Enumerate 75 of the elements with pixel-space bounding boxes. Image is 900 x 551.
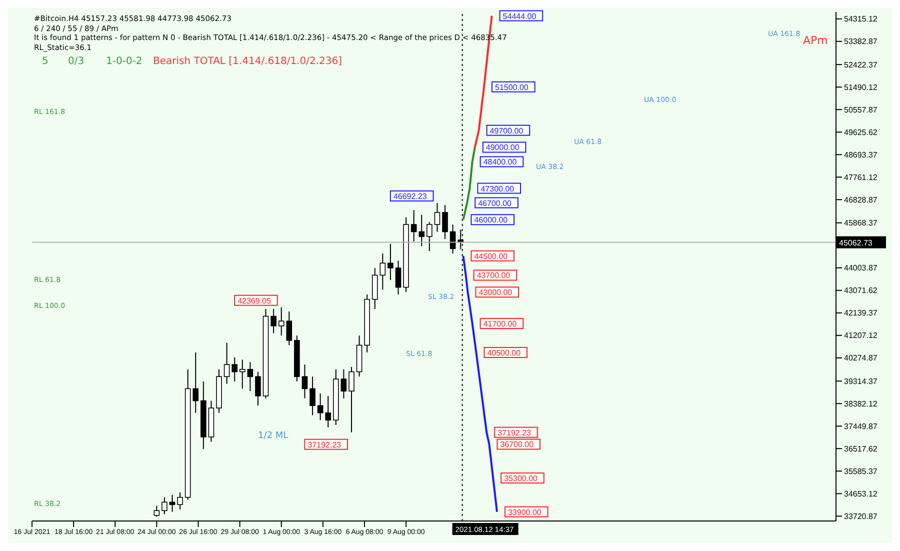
candlestick [232,356,238,382]
candlestick [224,342,230,384]
y-tick-label: 37449.87 [844,422,878,431]
candlestick [270,308,276,334]
candlestick [302,364,308,399]
annotation: 35300.00 [504,474,538,484]
candlestick [192,352,199,414]
candlestick [348,366,354,433]
annotation: APm [803,34,828,47]
y-tick-label: 47761.12 [844,172,878,182]
candlestick [388,243,394,281]
candlestick [154,505,160,518]
y-tick-label: 45868.37 [844,218,878,228]
annotation: 47300.00 [480,184,515,194]
y-tick-label: 46828.87 [844,195,878,204]
annotation: Bearish TOTAL [1.414/.618/1.0/2.236] [153,56,342,67]
y-tick-label: 36517.62 [844,444,878,454]
annotation: 0/3 [68,56,84,67]
y-tick-label: 50557.87 [844,105,878,114]
y-tick-label: 33720.87 [844,512,878,521]
annotation: 1/2 ML [258,431,288,441]
annotation: 48400.00 [483,158,518,167]
annotation: 1-0-0-2 [106,56,142,67]
y-tick-label: 40274.87 [844,354,878,363]
y-tick-label: 39314.37 [844,376,878,386]
annotation: 40500.00 [487,348,522,358]
annotation: 41700.00 [483,319,518,328]
annotation: 37192.23 [308,440,342,450]
candlestick [247,362,254,392]
y-tick-label: 52422.37 [844,60,878,70]
annotation: 37192.23 [498,428,532,438]
candlestick [434,202,440,232]
annotation: 33900.00 [508,508,542,517]
candlestick [169,494,176,512]
candlestick [340,368,347,399]
annotation: 44500.00 [474,252,508,261]
y-tick-label: 42139.37 [844,308,878,318]
y-tick-label: 48693.37 [844,150,878,160]
annotation: 5 [42,56,48,67]
y-tick-label: 49625.62 [844,128,878,137]
y-tick-label: 38382.12 [844,399,878,408]
annotation: 54444.00 [502,12,537,21]
candlestick [317,393,324,421]
candlestick [325,395,332,428]
candlestick [426,222,432,252]
annotation: 46000.00 [474,216,508,225]
candlestick [310,376,316,416]
annotation: 42369.05 [238,296,272,306]
ref-line-label: 45062.73 [839,238,873,248]
annotation: 36700.00 [500,440,534,450]
y-tick-label: 41207.12 [844,331,878,340]
annotation: 46700.00 [478,198,512,208]
candlestick [380,252,386,290]
candlestick [410,210,417,242]
annotation: 51500.00 [495,82,529,92]
candlestick [162,496,168,515]
annotation: 49000.00 [486,143,520,152]
annotation: 46692.23 [393,192,428,201]
y-tick-label: 54315.12 [844,14,878,24]
candlestick [177,492,183,510]
candlestick [239,359,246,390]
y-tick-label: 35585.37 [844,466,878,476]
y-tick-label: 53382.87 [844,37,878,46]
candlestick [418,214,425,247]
line-series [462,146,476,221]
y-tick-label: 51490.12 [844,82,878,92]
candlestick [395,260,402,296]
y-tick-label: 34653.12 [844,489,878,498]
y-tick-label: 43071.62 [844,286,878,296]
annotation: 49700.00 [490,126,524,136]
candlestick [255,371,261,406]
y-tick-label: 44003.87 [844,264,878,273]
candlestick [442,204,448,240]
annotation: 43700.00 [476,271,511,280]
annotation: 43000.00 [478,288,513,298]
